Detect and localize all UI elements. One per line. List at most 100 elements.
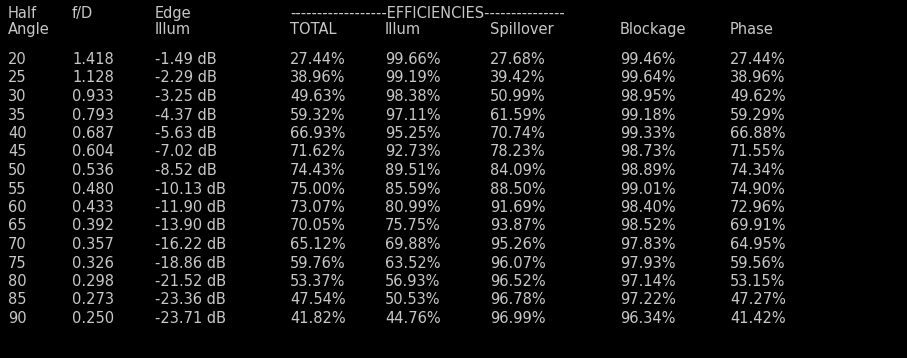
Text: 0.326: 0.326 — [72, 256, 114, 271]
Text: 98.89%: 98.89% — [620, 163, 676, 178]
Text: 38.96%: 38.96% — [730, 71, 785, 86]
Text: 61.59%: 61.59% — [490, 107, 545, 122]
Text: -23.36 dB: -23.36 dB — [155, 292, 226, 308]
Text: 99.46%: 99.46% — [620, 52, 676, 67]
Text: 99.66%: 99.66% — [385, 52, 441, 67]
Text: 85.59%: 85.59% — [385, 182, 441, 197]
Text: 95.26%: 95.26% — [490, 237, 546, 252]
Text: 64.95%: 64.95% — [730, 237, 785, 252]
Text: -23.71 dB: -23.71 dB — [155, 311, 226, 326]
Text: 72.96%: 72.96% — [730, 200, 785, 215]
Text: 53.15%: 53.15% — [730, 274, 785, 289]
Text: -3.25 dB: -3.25 dB — [155, 89, 217, 104]
Text: 96.34%: 96.34% — [620, 311, 676, 326]
Text: 93.87%: 93.87% — [490, 218, 545, 233]
Text: 74.43%: 74.43% — [290, 163, 346, 178]
Text: 97.22%: 97.22% — [620, 292, 676, 308]
Text: -21.52 dB: -21.52 dB — [155, 274, 226, 289]
Text: 69.91%: 69.91% — [730, 218, 785, 233]
Text: 70.74%: 70.74% — [490, 126, 546, 141]
Text: -8.52 dB: -8.52 dB — [155, 163, 217, 178]
Text: 98.73%: 98.73% — [620, 145, 676, 160]
Text: -4.37 dB: -4.37 dB — [155, 107, 217, 122]
Text: 96.78%: 96.78% — [490, 292, 546, 308]
Text: 98.40%: 98.40% — [620, 200, 676, 215]
Text: 50.53%: 50.53% — [385, 292, 441, 308]
Text: 65: 65 — [8, 218, 26, 233]
Text: 96.52%: 96.52% — [490, 274, 546, 289]
Text: 66.93%: 66.93% — [290, 126, 346, 141]
Text: 59.29%: 59.29% — [730, 107, 785, 122]
Text: 69.88%: 69.88% — [385, 237, 441, 252]
Text: 45: 45 — [8, 145, 26, 160]
Text: 47.27%: 47.27% — [730, 292, 785, 308]
Text: Half: Half — [8, 6, 37, 21]
Text: -1.49 dB: -1.49 dB — [155, 52, 217, 67]
Text: 75.00%: 75.00% — [290, 182, 346, 197]
Text: f/D: f/D — [72, 6, 93, 21]
Text: 70: 70 — [8, 237, 26, 252]
Text: Illum: Illum — [155, 22, 191, 37]
Text: 0.687: 0.687 — [72, 126, 114, 141]
Text: -11.90 dB: -11.90 dB — [155, 200, 226, 215]
Text: 98.38%: 98.38% — [385, 89, 441, 104]
Text: 84.09%: 84.09% — [490, 163, 546, 178]
Text: 80.99%: 80.99% — [385, 200, 441, 215]
Text: 98.95%: 98.95% — [620, 89, 676, 104]
Text: 53.37%: 53.37% — [290, 274, 346, 289]
Text: 0.298: 0.298 — [72, 274, 114, 289]
Text: 80: 80 — [8, 274, 26, 289]
Text: -10.13 dB: -10.13 dB — [155, 182, 226, 197]
Text: 0.273: 0.273 — [72, 292, 114, 308]
Text: 74.90%: 74.90% — [730, 182, 785, 197]
Text: 40: 40 — [8, 126, 26, 141]
Text: 59.76%: 59.76% — [290, 256, 346, 271]
Text: -16.22 dB: -16.22 dB — [155, 237, 226, 252]
Text: 0.250: 0.250 — [72, 311, 114, 326]
Text: 73.07%: 73.07% — [290, 200, 346, 215]
Text: 49.62%: 49.62% — [730, 89, 785, 104]
Text: 97.11%: 97.11% — [385, 107, 441, 122]
Text: 66.88%: 66.88% — [730, 126, 785, 141]
Text: 35: 35 — [8, 107, 26, 122]
Text: 89.51%: 89.51% — [385, 163, 441, 178]
Text: 99.19%: 99.19% — [385, 71, 441, 86]
Text: 30: 30 — [8, 89, 26, 104]
Text: 20: 20 — [8, 52, 26, 67]
Text: 97.83%: 97.83% — [620, 237, 676, 252]
Text: 49.63%: 49.63% — [290, 89, 346, 104]
Text: 90: 90 — [8, 311, 26, 326]
Text: 97.14%: 97.14% — [620, 274, 676, 289]
Text: 27.44%: 27.44% — [290, 52, 346, 67]
Text: 96.07%: 96.07% — [490, 256, 546, 271]
Text: 92.73%: 92.73% — [385, 145, 441, 160]
Text: 98.52%: 98.52% — [620, 218, 676, 233]
Text: 47.54%: 47.54% — [290, 292, 346, 308]
Text: 75: 75 — [8, 256, 26, 271]
Text: Blockage: Blockage — [620, 22, 687, 37]
Text: ------------------EFFICIENCIES---------------: ------------------EFFICIENCIES----------… — [290, 6, 565, 21]
Text: 88.50%: 88.50% — [490, 182, 546, 197]
Text: 0.392: 0.392 — [72, 218, 114, 233]
Text: 99.64%: 99.64% — [620, 71, 676, 86]
Text: 41.42%: 41.42% — [730, 311, 785, 326]
Text: Spillover: Spillover — [490, 22, 553, 37]
Text: 27.44%: 27.44% — [730, 52, 785, 67]
Text: 38.96%: 38.96% — [290, 71, 346, 86]
Text: Illum: Illum — [385, 22, 421, 37]
Text: 50.99%: 50.99% — [490, 89, 546, 104]
Text: 91.69%: 91.69% — [490, 200, 545, 215]
Text: 1.418: 1.418 — [72, 52, 113, 67]
Text: 75.75%: 75.75% — [385, 218, 441, 233]
Text: 59.56%: 59.56% — [730, 256, 785, 271]
Text: 55: 55 — [8, 182, 26, 197]
Text: 0.480: 0.480 — [72, 182, 114, 197]
Text: TOTAL: TOTAL — [290, 22, 336, 37]
Text: 44.76%: 44.76% — [385, 311, 441, 326]
Text: 99.01%: 99.01% — [620, 182, 676, 197]
Text: 0.536: 0.536 — [72, 163, 113, 178]
Text: 0.357: 0.357 — [72, 237, 114, 252]
Text: 70.05%: 70.05% — [290, 218, 346, 233]
Text: 56.93%: 56.93% — [385, 274, 441, 289]
Text: 97.93%: 97.93% — [620, 256, 676, 271]
